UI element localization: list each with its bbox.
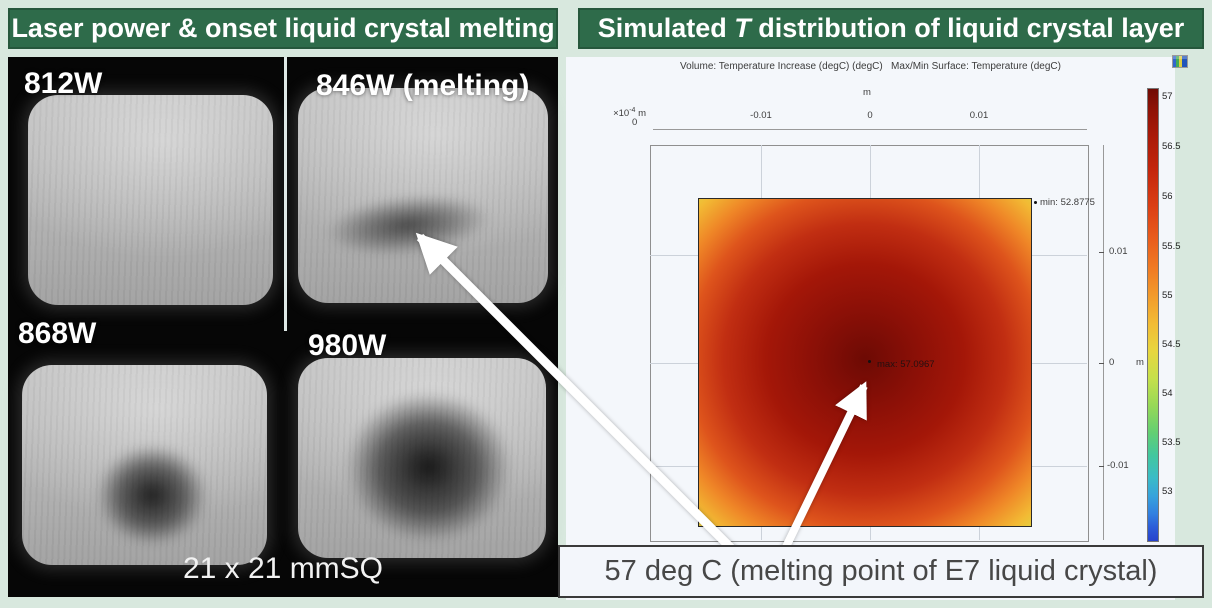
plot-title: Volume: Temperature Increase (degC) (deg… [680, 61, 1061, 72]
y-tick-0: 0 [1109, 357, 1115, 368]
y-tick-mark [1099, 466, 1104, 467]
max-point-marker [868, 360, 871, 363]
power-label-812w: 812W [24, 67, 103, 100]
melting-point-text: 57 deg C (melting point of E7 liquid cry… [604, 555, 1158, 587]
image-divider [284, 57, 287, 331]
y-tick-0.01: 0.01 [1109, 246, 1128, 257]
z-axis-zero: 0 [632, 117, 638, 128]
colorbar-tick-57: 57 [1162, 91, 1173, 102]
top-axis-unit: m [863, 87, 871, 98]
power-label-868w: 868W [18, 317, 97, 350]
melting-point-annotation: 57 deg C (melting point of E7 liquid cry… [558, 545, 1204, 598]
colorbar-tick-53.5: 53.5 [1162, 437, 1181, 448]
colorbar-tick-53: 53 [1162, 486, 1173, 497]
y-tick-mark [1099, 252, 1104, 253]
max-temperature-label: max: 57.0967 [877, 359, 935, 370]
left-panel-title: Laser power & onset liquid crystal melti… [8, 8, 558, 49]
colorbar-tick-55: 55 [1162, 290, 1173, 301]
z-scale-label: ×10-4 m [602, 106, 646, 119]
z-scale-unit: m [635, 108, 646, 120]
right-title-suffix: distribution of liquid crystal layer [750, 13, 1185, 43]
temperature-colorbar [1147, 88, 1159, 542]
laser-images-panel: 812W 846W (melting) 868W 980W 21 x 21 mm… [8, 57, 558, 597]
laser-spot-image-846w [298, 88, 548, 303]
melted-region [97, 445, 207, 545]
image-texture [28, 95, 273, 305]
right-axis-line [1103, 145, 1104, 540]
x-tick-0.01: 0.01 [969, 110, 989, 121]
right-title-prefix: Simulated [597, 13, 735, 43]
laser-spot-image-980w [298, 358, 546, 558]
colorbar-tick-54: 54 [1162, 388, 1173, 399]
y-tick-mark [1099, 363, 1104, 364]
z-scale-exponent: -4 [629, 107, 636, 114]
temperature-heatmap [698, 198, 1032, 527]
right-title-italic-T: T [734, 13, 751, 43]
power-label-980w: 980W [308, 329, 387, 362]
x-tick-0: 0 [867, 110, 873, 121]
min-point-marker [1034, 201, 1037, 204]
min-temperature-label: min: 52.8775 [1040, 197, 1095, 208]
colorbar-tick-55.5: 55.5 [1162, 241, 1181, 252]
x-tick--0.01: -0.01 [750, 110, 772, 121]
colorbar-tick-54.5: 54.5 [1162, 339, 1181, 350]
top-axis-line [653, 129, 1087, 130]
y-tick--0.01: -0.01 [1107, 460, 1129, 471]
colorbar-tick-56.5: 56.5 [1162, 141, 1181, 152]
colorbar-tick-56: 56 [1162, 191, 1173, 202]
laser-spot-image-868w [22, 365, 267, 565]
melted-region [346, 392, 511, 542]
simulation-plot-panel: Volume: Temperature Increase (degC) (deg… [566, 55, 1188, 600]
y-axis-unit: m [1136, 357, 1144, 368]
z-scale-base: ×10 [613, 108, 630, 120]
power-label-846w-melting: 846W (melting) [316, 69, 530, 102]
comsol-legend-icon [1172, 55, 1188, 68]
sample-size-caption: 21 x 21 mmSQ [182, 552, 384, 585]
right-panel-title: Simulated T distribution of liquid cryst… [578, 8, 1204, 49]
laser-spot-image-812w [28, 95, 273, 305]
